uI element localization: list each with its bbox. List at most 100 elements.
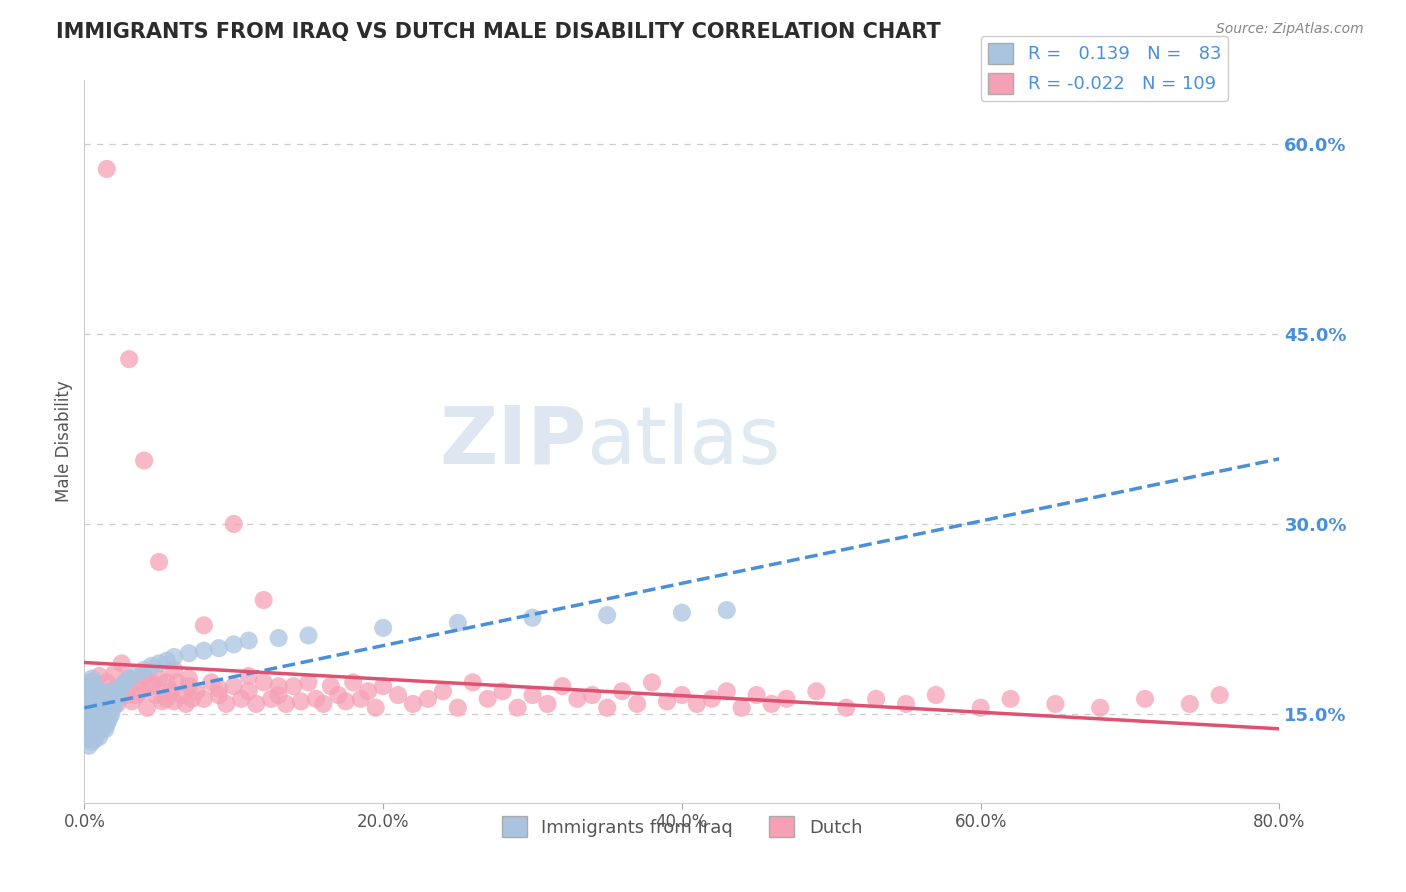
Point (115, 688, 138, 702)
Point (238, 669, 260, 683)
Point (238, 633, 260, 648)
Point (166, 675, 188, 690)
Point (145, 688, 167, 702)
Point (1000, 691, 1022, 706)
Point (94, 723, 117, 737)
Point (91, 691, 114, 706)
Point (297, 675, 319, 690)
Point (103, 666, 125, 681)
Point (132, 669, 156, 683)
Point (87, 705, 110, 719)
Point (80, 720, 103, 734)
Point (163, 650, 186, 665)
Point (75, 720, 97, 734)
Point (193, 643, 215, 657)
Point (80, 735, 103, 749)
Point (373, 679, 395, 693)
Point (125, 688, 148, 702)
Point (132, 663, 156, 677)
Point (105, 697, 128, 711)
Point (82, 675, 104, 690)
Point (297, 628, 319, 642)
Point (111, 657, 134, 671)
Point (96, 717, 118, 731)
Point (97, 714, 120, 728)
Point (104, 691, 127, 706)
Point (125, 666, 148, 681)
Point (894, 697, 917, 711)
Point (231, 691, 253, 706)
Point (76, 697, 98, 711)
Point (267, 679, 290, 693)
Point (141, 659, 163, 673)
Point (105, 688, 128, 702)
Point (731, 700, 754, 714)
Point (290, 694, 312, 708)
Point (87, 723, 110, 737)
Y-axis label: Male Disability: Male Disability (55, 381, 73, 502)
Point (612, 684, 634, 698)
Point (91, 705, 114, 719)
Point (506, 700, 529, 714)
Point (136, 700, 159, 714)
Point (536, 697, 558, 711)
Point (98, 709, 121, 723)
Point (96, 697, 118, 711)
Point (328, 688, 350, 702)
Point (626, 697, 648, 711)
Point (193, 618, 215, 632)
Point (86, 691, 108, 706)
Text: atlas: atlas (586, 402, 780, 481)
Point (215, 697, 238, 711)
Point (148, 657, 170, 671)
Point (100, 684, 122, 698)
Point (107, 684, 129, 698)
Point (492, 684, 515, 698)
Point (925, 688, 948, 702)
Point (75, 700, 97, 714)
Point (567, 691, 589, 706)
Point (181, 691, 204, 706)
Point (75, 688, 97, 702)
Point (551, 679, 574, 693)
Point (114, 675, 136, 690)
Point (477, 691, 499, 706)
Point (118, 672, 141, 686)
Point (716, 603, 738, 617)
Point (80, 688, 103, 702)
Point (447, 615, 470, 630)
Point (806, 684, 828, 698)
Point (125, 675, 148, 690)
Point (522, 688, 544, 702)
Point (357, 684, 380, 698)
Point (373, 621, 395, 635)
Point (80, 672, 103, 686)
Point (745, 688, 768, 702)
Point (222, 516, 245, 531)
Point (76, 709, 98, 723)
Point (581, 688, 603, 702)
Point (342, 675, 364, 690)
Point (82, 726, 104, 740)
Point (364, 700, 387, 714)
Point (86, 726, 108, 740)
Point (200, 675, 222, 690)
Point (432, 684, 454, 698)
Point (387, 688, 409, 702)
Point (121, 694, 143, 708)
Point (80, 705, 103, 719)
Point (260, 691, 283, 706)
Point (129, 684, 152, 698)
Point (208, 641, 231, 656)
Point (90, 700, 112, 714)
Point (186, 684, 208, 698)
Point (222, 679, 245, 693)
Point (89, 697, 111, 711)
Text: ZIP: ZIP (439, 402, 586, 481)
Point (1178, 697, 1201, 711)
Point (79, 697, 101, 711)
Point (1045, 697, 1067, 711)
Point (94, 700, 117, 714)
Point (141, 679, 163, 693)
Point (77, 707, 100, 722)
